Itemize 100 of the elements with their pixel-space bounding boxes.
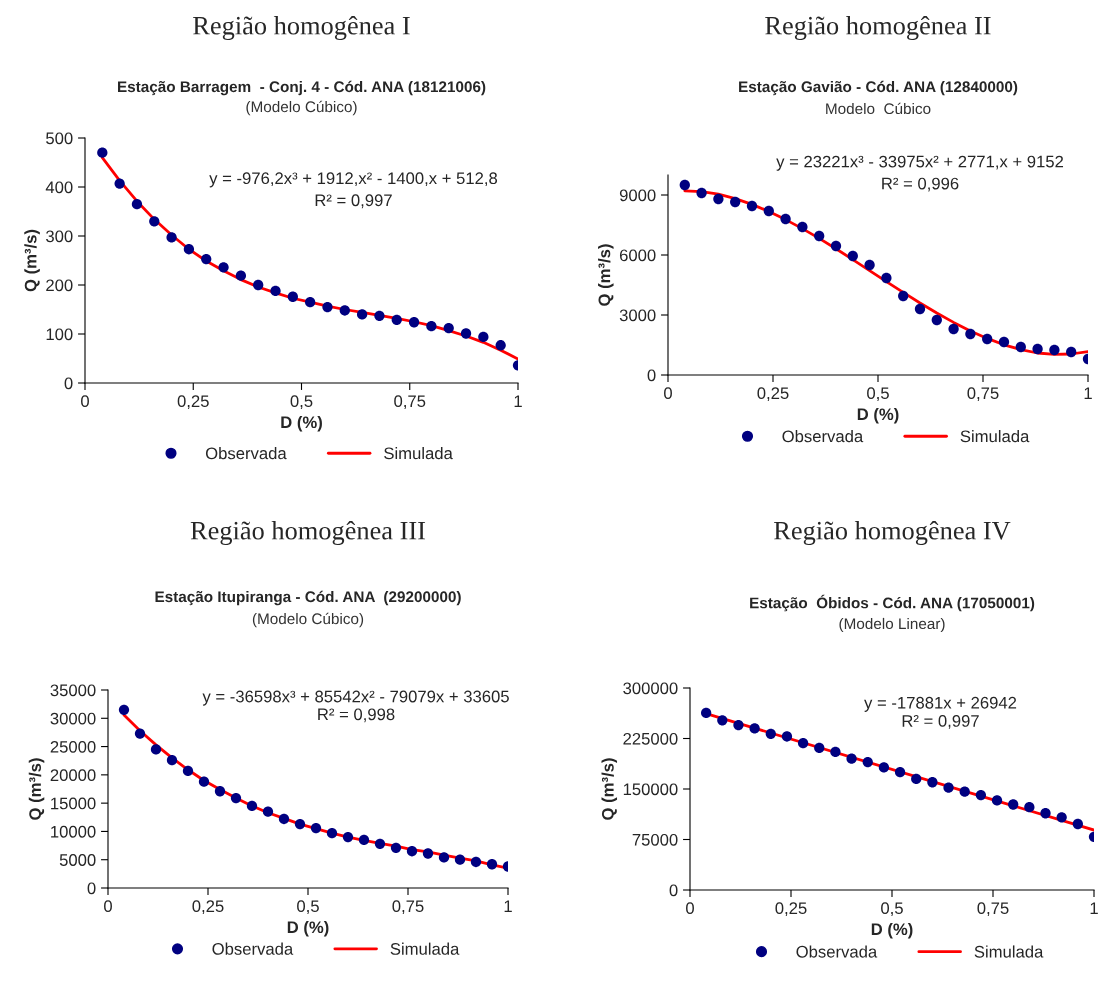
point [713,193,724,205]
point [374,310,385,322]
legend-label: Observada [205,447,287,460]
legend-label: Simulada [384,447,453,460]
point [982,333,993,345]
point [150,744,162,755]
y-tick-label: 25000 [50,740,96,753]
point [862,756,873,768]
point [470,856,482,868]
x-tick-label: 1 [514,395,522,407]
point [322,301,333,313]
chart-subtitle: Estação Gavião - Cód. ANA (12840000) [739,80,1018,96]
x-tick-label: 0 [686,902,694,915]
y-tick-label: 15000 [51,797,96,810]
point [830,240,842,252]
point [374,838,386,850]
x-axis-title: D (%) [857,407,899,424]
y-axis-title: Q (m³/s) [598,244,614,306]
point [406,846,418,857]
y-tick-label: 30000 [50,712,96,725]
point [894,767,906,778]
point [214,786,226,797]
point [356,309,368,320]
point [305,297,316,308]
y-tick-label: 500 [46,132,73,145]
point [1032,343,1043,355]
point [696,187,707,199]
y-tick-label: 100 [46,328,73,341]
point [1008,799,1019,810]
point [408,317,420,328]
y-tick-label: 0 [669,884,678,897]
y-tick-label: 0 [647,369,656,382]
y-tick-label: 0 [64,377,73,390]
point [391,314,402,325]
point [183,244,195,255]
x-tick-label: 0,5 [867,387,889,402]
point [166,755,178,766]
y-axis-title: Q (m³/s) [601,758,618,820]
point [218,262,229,273]
y-tick-label: 0 [87,882,96,895]
annotation: R² = 0,997 [315,194,392,209]
x-tick-label: 0,75 [977,902,1009,917]
point [287,291,298,302]
x-tick-label: 0,25 [775,902,807,917]
point [149,216,160,227]
point [198,776,210,787]
y-tick-label: 35000 [50,684,96,697]
point [830,746,841,758]
annotation: R² = 0,997 [902,715,979,729]
point [478,331,489,343]
point [182,765,194,777]
legend-label: Simulada [390,942,460,955]
point [270,285,281,297]
x-tick-label: 0,25 [757,387,789,402]
point [959,786,970,797]
chart-title: Região homogênea I [193,15,410,41]
point [943,782,954,793]
point [422,848,434,859]
x-tick-label: 0,75 [392,900,424,915]
point [765,728,776,739]
point [253,279,264,291]
point [486,859,498,870]
chart-title: Região homogênea IV [774,520,1011,546]
point [746,200,758,212]
legend-label: Observada [782,430,864,443]
legend-label: Simulada [960,430,1030,443]
point [118,704,130,715]
point [914,303,926,315]
point [1066,346,1077,358]
point [846,753,857,764]
y-tick-label: 225000 [623,732,678,745]
text: Modelo Cúbico [826,102,931,115]
x-tick-label: 1 [504,900,512,912]
x-tick-label: 0,75 [394,395,426,410]
point [948,323,959,335]
point [847,250,858,262]
point [763,205,774,217]
chart-subtitle: Estação Itupiranga - Cód. ANA (29200000) [155,590,461,606]
point [454,854,466,865]
point [898,290,909,302]
point [965,328,976,340]
point [911,773,922,785]
y-tick-label: 3000 [619,309,656,322]
y-axis-title: Q (m³/s) [24,229,40,292]
x-tick-label: 0,75 [967,387,999,402]
y-tick-label: 300000 [623,682,678,695]
y-tick-label: 300 [46,230,73,243]
point [733,719,744,731]
y-tick-label: 150000 [623,783,678,796]
x-tick-label: 1 [1084,387,1092,399]
point [342,831,354,843]
y-tick-label: 10000 [51,825,96,838]
point [730,196,741,208]
annotation: y = -17881x + 26942 [864,696,1017,712]
text: (Modelo Linear) [839,617,945,633]
point [390,842,402,853]
y-tick-label: 200 [46,279,73,292]
point [294,818,306,830]
x-tick-label: 0,25 [177,395,209,410]
point [1056,812,1067,823]
